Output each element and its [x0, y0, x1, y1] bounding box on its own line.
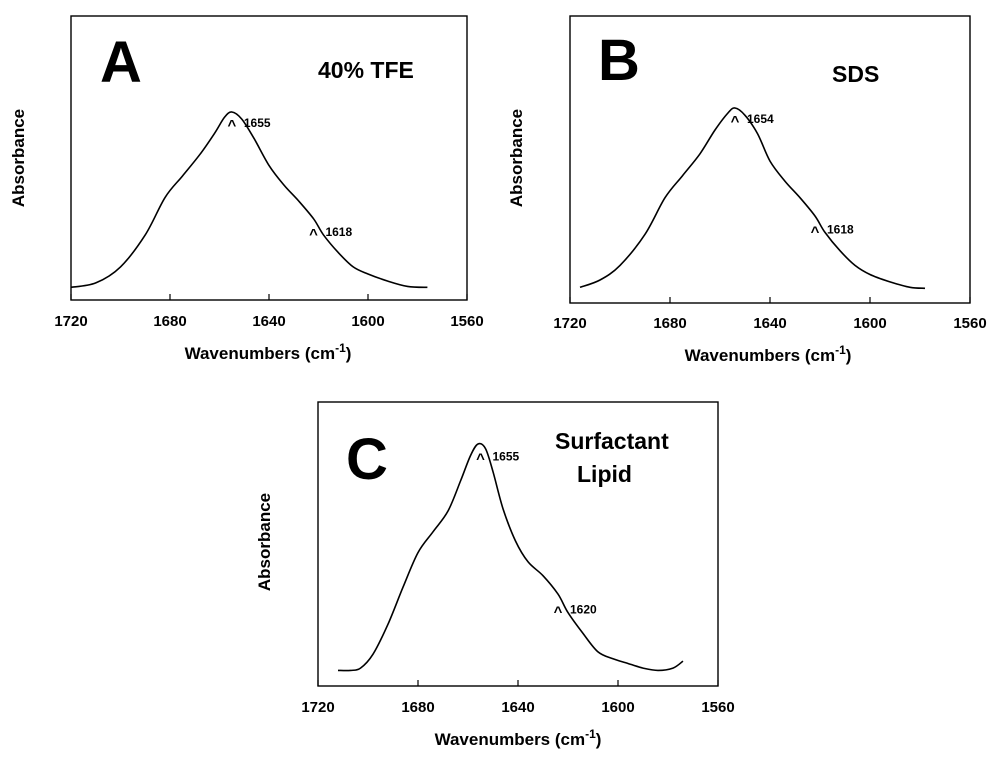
x-tick-label: 1640	[753, 315, 786, 332]
x-tick-label: 1720	[553, 315, 586, 332]
peak-caret: ^	[731, 113, 740, 130]
spectrum-line	[337, 442, 684, 672]
x-tick-label: 1560	[953, 315, 986, 332]
panel-letter: B	[598, 28, 640, 93]
x-tick-label: 1680	[401, 699, 434, 716]
x-tick-label: 1600	[601, 699, 634, 716]
condition-label-line-1: 40% TFE	[318, 57, 414, 83]
y-axis-label: Absorbance	[9, 109, 28, 207]
peak-label: 1655	[244, 116, 271, 130]
peak-label: 1618	[827, 222, 854, 236]
panel-b: B SDS Absorbance Wavenumbers (cm-1) 1720…	[507, 15, 987, 365]
panel-letter: A	[100, 30, 142, 95]
spectrum-line	[579, 107, 926, 290]
x-tick-label: 1680	[153, 313, 186, 330]
x-axis-label: Wavenumbers (cm-1)	[435, 727, 602, 749]
peak-caret: ^	[476, 451, 485, 468]
peak-caret: ^	[554, 604, 563, 621]
x-tick-label: 1640	[252, 313, 285, 330]
spectrum-line	[70, 111, 428, 289]
x-tick-label: 1600	[853, 315, 886, 332]
peak-label: 1654	[747, 112, 774, 126]
peak-caret: ^	[309, 226, 318, 243]
condition-label-line-2: Lipid	[577, 461, 632, 487]
peak-caret: ^	[811, 223, 820, 240]
x-tick-label: 1720	[301, 699, 334, 716]
condition-label-line-1: SDS	[832, 61, 879, 87]
x-tick-label: 1680	[653, 315, 686, 332]
peak-label: 1655	[493, 450, 520, 464]
peak-caret: ^	[227, 117, 236, 134]
panel-c: C Surfactant Lipid Absorbance Wavenumber…	[255, 401, 735, 749]
x-tick-label: 1640	[501, 699, 534, 716]
x-axis-label: Wavenumbers (cm-1)	[685, 343, 852, 365]
panel-letter: C	[346, 427, 388, 492]
y-axis-label: Absorbance	[255, 493, 274, 591]
x-tick-label: 1560	[701, 699, 734, 716]
condition-label-line-1: Surfactant	[555, 428, 669, 454]
x-axis-label: Wavenumbers (cm-1)	[185, 341, 352, 363]
y-axis-label: Absorbance	[507, 109, 526, 207]
panel-a: A 40% TFE Absorbance Wavenumbers (cm-1) …	[9, 15, 484, 363]
peak-label: 1618	[325, 225, 352, 239]
x-tick-label: 1720	[54, 313, 87, 330]
x-tick-label: 1600	[351, 313, 384, 330]
peak-label: 1620	[570, 603, 597, 617]
x-tick-label: 1560	[450, 313, 483, 330]
